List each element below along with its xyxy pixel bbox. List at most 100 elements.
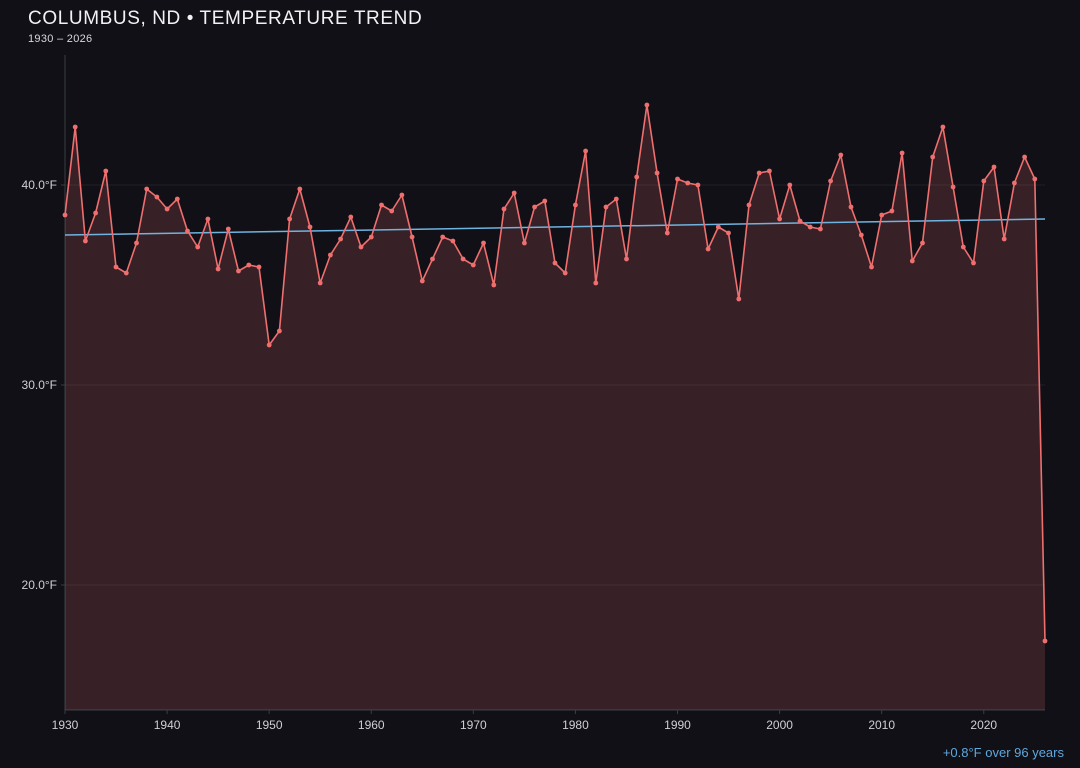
data-point: [348, 214, 354, 220]
data-point: [746, 202, 752, 208]
y-tick-label: 20.0°F: [22, 578, 57, 592]
x-tick-label: 1990: [664, 718, 691, 732]
data-point: [613, 196, 619, 202]
data-point: [368, 234, 374, 240]
data-point: [1022, 154, 1027, 160]
x-tick-label: 1980: [562, 718, 589, 732]
data-point: [113, 264, 119, 270]
data-point: [72, 124, 78, 130]
data-point: [103, 168, 109, 174]
data-point: [491, 282, 497, 288]
data-point: [123, 270, 129, 276]
data-point: [93, 210, 98, 216]
data-point: [583, 148, 588, 154]
data-point: [828, 178, 833, 184]
data-point: [1042, 638, 1048, 644]
data-point: [338, 236, 343, 242]
data-point: [685, 180, 691, 186]
data-point: [246, 262, 252, 268]
data-point: [277, 328, 282, 334]
data-point: [419, 278, 425, 284]
data-point: [62, 212, 68, 218]
data-point: [450, 238, 456, 244]
data-point: [756, 170, 762, 176]
data-point: [144, 186, 150, 192]
data-point: [501, 206, 507, 212]
temperature-area-fill: [65, 105, 1045, 710]
data-point: [440, 234, 446, 240]
x-tick-label: 2010: [868, 718, 895, 732]
data-point: [511, 190, 517, 196]
trend-annotation: +0.8°F over 96 years: [942, 745, 1064, 760]
x-tick-label: 1970: [460, 718, 487, 732]
data-point: [909, 258, 915, 264]
data-point: [389, 208, 395, 214]
x-tick-label: 1930: [52, 718, 79, 732]
data-point: [950, 184, 956, 190]
data-point: [470, 262, 476, 268]
x-tick-label: 1950: [256, 718, 283, 732]
data-point: [879, 212, 885, 218]
data-point: [481, 240, 486, 246]
data-point: [399, 192, 405, 198]
data-point: [1001, 236, 1007, 242]
data-point: [256, 264, 262, 270]
data-point: [644, 102, 650, 108]
data-point: [195, 244, 201, 250]
data-point: [664, 230, 670, 236]
data-point: [654, 170, 660, 176]
data-point: [573, 202, 578, 208]
data-point: [858, 232, 864, 238]
data-point: [522, 240, 527, 246]
data-point: [215, 266, 221, 272]
y-tick-label: 30.0°F: [22, 378, 57, 392]
data-point: [767, 168, 772, 174]
data-point: [185, 228, 190, 234]
data-point: [409, 234, 415, 240]
data-point: [869, 264, 874, 270]
data-point: [838, 152, 844, 158]
data-point: [777, 216, 782, 222]
data-point: [818, 226, 823, 232]
data-point: [1012, 180, 1017, 186]
data-point: [297, 186, 303, 192]
data-point: [889, 208, 895, 214]
data-point: [83, 238, 88, 244]
data-point: [552, 260, 558, 266]
data-point: [848, 204, 854, 210]
data-point: [940, 124, 946, 130]
x-tick-label: 2000: [766, 718, 793, 732]
data-point: [430, 256, 435, 262]
data-point: [899, 150, 905, 156]
data-point: [971, 260, 976, 266]
data-point: [736, 296, 742, 302]
data-point: [981, 178, 987, 184]
data-point: [960, 244, 966, 250]
data-point: [205, 216, 211, 222]
data-point: [920, 240, 925, 246]
data-point: [797, 218, 803, 224]
data-point: [787, 182, 793, 188]
x-tick-label: 1960: [358, 718, 385, 732]
data-point: [705, 246, 711, 252]
chart-header: COLUMBUS, ND • TEMPERATURE TREND 1930 – …: [28, 8, 422, 45]
data-point: [532, 204, 537, 210]
data-point: [174, 196, 180, 202]
data-point: [991, 164, 997, 170]
data-point: [287, 216, 292, 222]
data-point: [695, 182, 701, 188]
data-point: [328, 252, 333, 258]
data-point: [603, 204, 609, 210]
data-point: [593, 280, 599, 286]
y-tick-label: 40.0°F: [22, 178, 57, 192]
data-point: [624, 256, 629, 262]
data-point: [542, 198, 548, 204]
data-point: [715, 224, 721, 230]
data-point: [154, 194, 160, 200]
data-point: [236, 268, 241, 274]
data-point: [307, 224, 313, 230]
data-point: [1032, 176, 1038, 182]
data-point: [807, 224, 813, 230]
data-point: [379, 202, 384, 208]
